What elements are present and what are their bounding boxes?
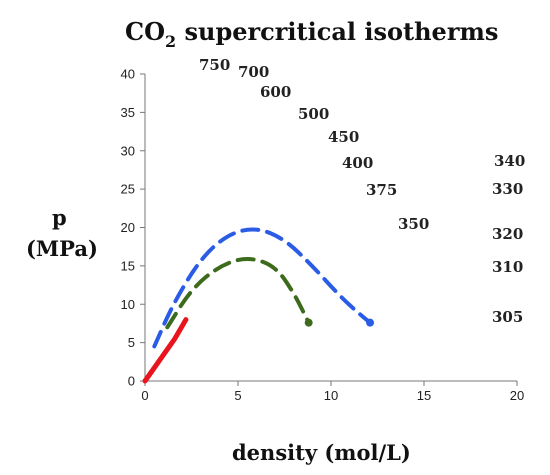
x-tick-label: 10 [324, 388, 338, 403]
isotherm-label-330: 330 [492, 180, 523, 198]
y-tick-label: 0 [128, 374, 135, 389]
isotherm-label-500: 500 [298, 105, 329, 123]
y-tick-label: 25 [121, 182, 135, 197]
low-density-overlap [142, 317, 189, 384]
blue-dashed-curve [152, 227, 373, 349]
y-tick-label: 40 [121, 67, 135, 82]
chart-title: CO2 supercritical isotherms [125, 17, 498, 51]
isotherm-label-700: 700 [238, 63, 269, 81]
isotherm-label-320: 320 [492, 225, 523, 243]
x-tick-label: 20 [510, 388, 524, 403]
y-tick-label: 20 [121, 220, 135, 235]
x-tick-labels: 0 5 10 15 20 [141, 388, 524, 403]
y-tick-label: 15 [121, 258, 135, 273]
isotherm-label-450: 450 [328, 128, 359, 146]
isotherm-label-305: 305 [492, 308, 523, 326]
isotherm-label-375: 375 [366, 181, 397, 199]
isotherm-label-400: 400 [342, 154, 373, 172]
y-tick-label: 5 [128, 335, 135, 350]
annotation-curves [152, 227, 375, 349]
green-dashed-curve-end-marker [304, 318, 313, 327]
x-tick-label: 5 [234, 388, 241, 403]
x-tick-label: 0 [141, 388, 148, 403]
y-axis-label-unit: (MPa) [26, 236, 98, 261]
isotherm-curves [142, 317, 189, 384]
y-tick-labels: 0 5 10 15 20 25 30 35 40 [121, 67, 135, 389]
isotherm-label-750: 750 [199, 56, 230, 74]
y-tick-label: 10 [121, 297, 135, 312]
x-tick-label: 15 [417, 388, 431, 403]
axes [140, 73, 518, 386]
blue-dashed-curve-end-marker [366, 318, 375, 327]
x-axis-label: density (mol/L) [232, 440, 411, 465]
isotherm-label-340: 340 [494, 152, 525, 170]
isotherm-label-350: 350 [398, 215, 429, 233]
isotherm-label-600: 600 [260, 83, 291, 101]
y-axis-label-symbol: p [52, 205, 67, 230]
green-dashed-curve [165, 256, 311, 330]
isotherm-label-310: 310 [492, 258, 523, 276]
y-tick-label: 35 [121, 105, 135, 120]
y-tick-label: 30 [121, 143, 135, 158]
